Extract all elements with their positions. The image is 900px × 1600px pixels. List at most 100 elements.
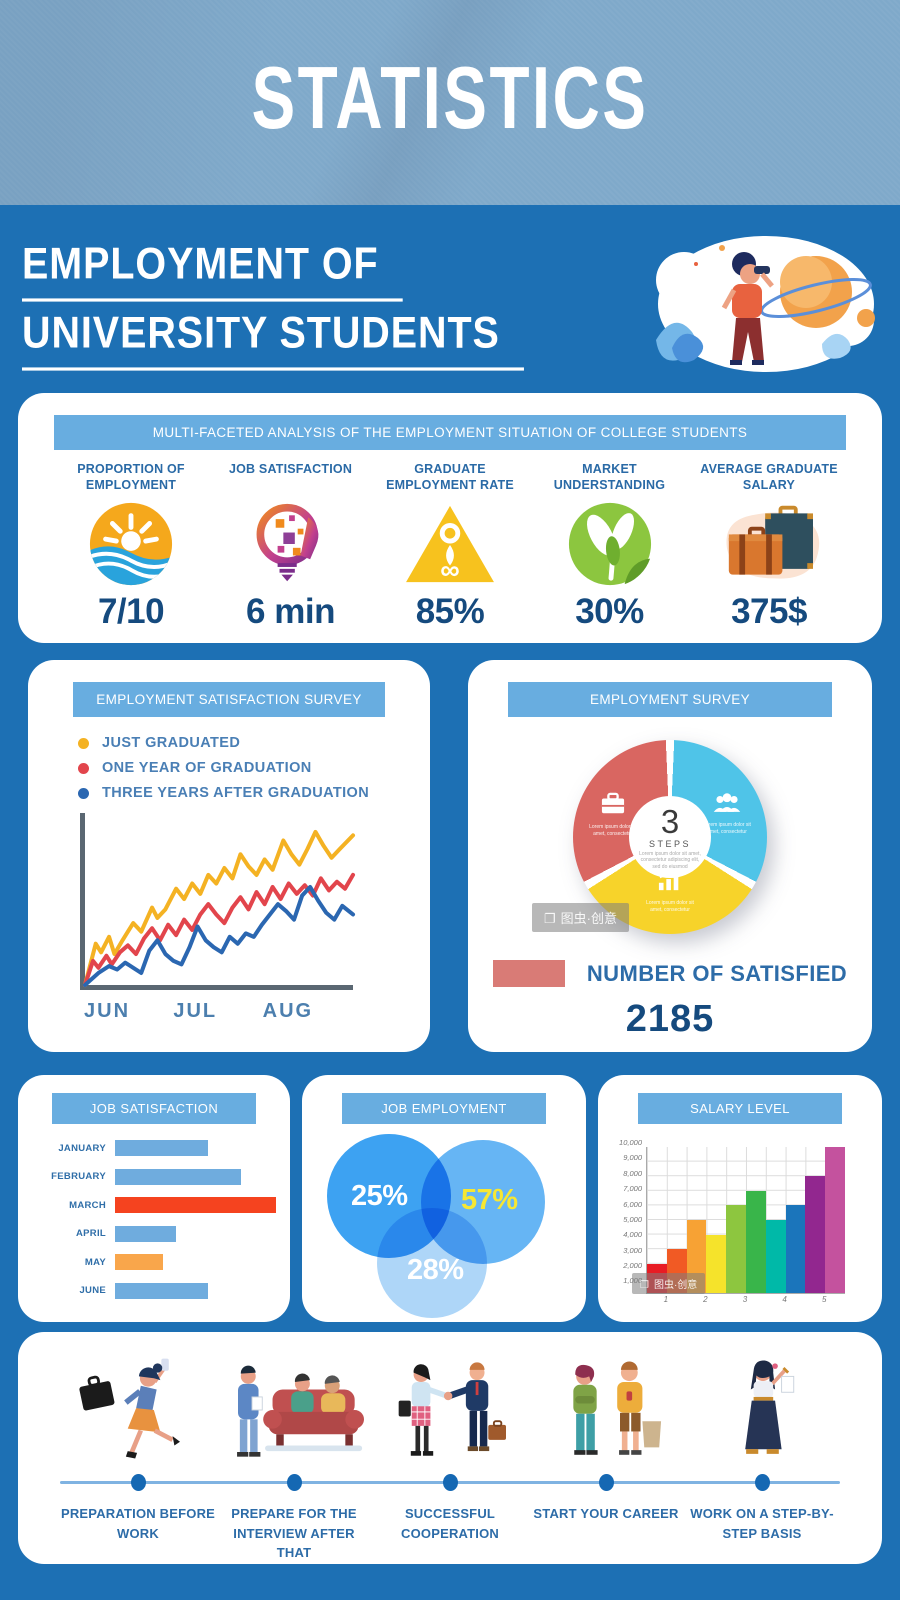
- slice-caption: Lorem ipsum dolor sit amet, consectetur: [703, 822, 751, 835]
- stat-label: MARKET UNDERSTANDING: [553, 462, 666, 492]
- employment-survey-card: EMPLOYMENT SURVEY Lorem ipsum dolor sit …: [468, 660, 872, 1052]
- legend-dot: [78, 737, 89, 749]
- bar-label: APRIL: [76, 1228, 106, 1239]
- bar: [115, 1197, 276, 1213]
- woman-checklist-illustration: [684, 1348, 840, 1466]
- stock-watermark: ❐ 图虫·创意: [532, 903, 629, 932]
- legend-swatch: [492, 960, 565, 987]
- bar-row: JANUARY: [32, 1140, 276, 1156]
- x-tick-label: 5: [821, 1295, 827, 1304]
- timeline-dot: [442, 1474, 458, 1491]
- stat-average-graduate-salary: AVERAGE GRADUATE SALARY: [690, 462, 848, 632]
- legend-dot: [78, 762, 89, 774]
- y-tick-label: 5,000: [623, 1214, 642, 1224]
- satisfaction-banner: EMPLOYMENT SATISFACTION SURVEY: [73, 682, 385, 717]
- survey-banner: EMPLOYMENT SURVEY: [508, 682, 832, 717]
- stat-value: 30%: [575, 592, 644, 631]
- line-series: [82, 884, 356, 988]
- timeline-step-label: SUCCESSFUL COOPERATION: [400, 1506, 500, 1541]
- steps-label: STEPS: [648, 839, 691, 849]
- bar: [115, 1140, 209, 1156]
- jobsat-banner: JOB SATISFACTION: [52, 1093, 256, 1124]
- bar: [805, 1176, 826, 1293]
- satisfaction-line-chart: [80, 813, 356, 990]
- slice-caption: Lorem ipsum dolor sit amet, consectetur: [589, 824, 637, 837]
- people-icon: [713, 793, 741, 812]
- running-woman-illustration: [60, 1348, 216, 1466]
- leaf-icon: [531, 498, 689, 590]
- legend-label: JUST GRADUATED: [102, 735, 241, 751]
- salary-banner: SALARY LEVEL: [638, 1093, 842, 1124]
- person-with-planets-illustration: [656, 236, 875, 372]
- stat-value: 375$: [731, 592, 807, 631]
- stat-graduate-employment-rate: GRADUATE EMPLOYMENT RATE ∞ 85%: [371, 462, 529, 632]
- suitcases-icon: [690, 498, 848, 590]
- bar-track: [115, 1225, 276, 1242]
- donut-center: 3 STEPS Lorem ipsum dolor sit amet, cons…: [629, 796, 711, 878]
- salary-bars: [647, 1147, 845, 1293]
- venn-value-left: 25%: [351, 1180, 408, 1212]
- x-axis-label: JUN: [84, 1000, 131, 1022]
- y-tick-label: 2,000: [623, 1261, 642, 1270]
- y-tick-label: 3,000: [623, 1245, 642, 1255]
- stat-value: 7/10: [97, 592, 165, 631]
- bar-row: MAY: [32, 1254, 276, 1270]
- line-chart-legend: JUST GRADUATED ONE YEAR OF GRADUATION THRE…: [78, 735, 430, 801]
- folder-icon: ❐: [640, 1280, 649, 1291]
- bar: [765, 1220, 786, 1293]
- stat-label: AVERAGE GRADUATE SALARY: [700, 462, 838, 492]
- job-satisfaction-card: JOB SATISFACTION JANUARY FEBRUARY MARCH APR…: [18, 1075, 290, 1322]
- y-tick-label: 7,000: [623, 1184, 642, 1194]
- bar-track: [115, 1168, 276, 1185]
- bar-label: JANUARY: [58, 1142, 106, 1154]
- venn-value-bottom: 28%: [407, 1254, 464, 1286]
- subtitle-line-1: EMPLOYMENT OF: [22, 238, 404, 302]
- bar-row: MARCH: [32, 1197, 276, 1213]
- career-steps-card: PREPARATION BEFORE WORK PREPARE FOR THE …: [18, 1332, 882, 1564]
- salary-bar-chart: [646, 1147, 845, 1294]
- timeline-dot: [754, 1474, 770, 1491]
- stat-label: GRADUATE EMPLOYMENT RATE: [386, 462, 514, 492]
- venn-banner: JOB EMPLOYMENT: [342, 1093, 546, 1124]
- x-axis-labels: JUN JUL AUG: [84, 1000, 352, 1023]
- x-tick-label: 4: [782, 1295, 787, 1304]
- timeline-step-label: PREPARATION BEFORE WORK: [60, 1506, 216, 1541]
- legend-dot: [78, 787, 89, 799]
- job-employment-card: JOB EMPLOYMENT 25% 57% 28%: [302, 1075, 586, 1322]
- page-title: STATISTICS: [251, 49, 649, 148]
- x-tick-label: 2: [703, 1295, 708, 1304]
- stat-job-satisfaction: JOB SATISFACTION: [212, 462, 370, 632]
- stat-label: JOB SATISFACTION: [228, 462, 353, 476]
- center-caption: Lorem ipsum dolor sit amet, consectetur …: [639, 851, 701, 870]
- legend-item: JUST GRADUATED: [78, 735, 430, 751]
- venn-diagram: 25% 57% 28%: [319, 1132, 569, 1318]
- satisfied-total: 2185: [625, 998, 715, 1040]
- steps-count: 3: [660, 803, 680, 840]
- legend-item: THREE YEARS AFTER GRADUATION: [78, 785, 430, 801]
- bar: [115, 1282, 209, 1299]
- legend-item: ONE YEAR OF GRADUATION: [78, 760, 430, 776]
- survey-legend: NUMBER OF SATISFIED: [468, 960, 872, 987]
- bar: [115, 1168, 241, 1185]
- stats-row: PROPORTION OF EMPLOYMENT: [18, 450, 882, 632]
- overview-card: MULTI-FACETED ANALYSIS OF THE EMPLOYMENT…: [18, 393, 882, 643]
- legend-label: ONE YEAR OF GRADUATION: [102, 760, 312, 776]
- steps-donut-chart: Lorem ipsum dolor sit amet, consectetur …: [573, 740, 767, 934]
- timeline-dot: [598, 1474, 614, 1491]
- bar-track: [115, 1282, 276, 1299]
- legend-label: THREE YEARS AFTER GRADUATION: [102, 785, 370, 801]
- stat-market-understanding: MARKET UNDERSTANDING 30%: [531, 462, 689, 632]
- timeline-dot: [130, 1474, 146, 1491]
- stock-watermark: ❐ 图虫·创意: [632, 1273, 706, 1294]
- bar-track: [115, 1254, 276, 1270]
- svg-text:∞: ∞: [440, 554, 459, 585]
- bar-label: MARCH: [69, 1199, 106, 1211]
- subtitle-line-2: UNIVERSITY STUDENTS: [22, 307, 525, 371]
- stat-value: 6 min: [246, 592, 335, 631]
- bar-label: MAY: [84, 1256, 106, 1268]
- bar: [115, 1254, 164, 1270]
- interview-couch-illustration: [216, 1348, 372, 1466]
- bar-track: [115, 1140, 276, 1156]
- sun-wave-icon: [52, 498, 210, 590]
